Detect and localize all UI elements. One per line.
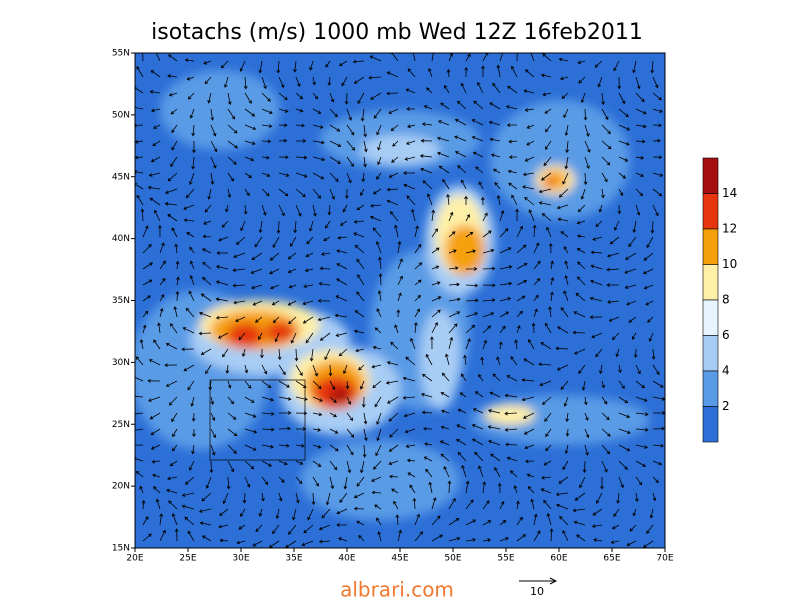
lon-label: 40E: [338, 554, 355, 564]
lat-label: 55N: [112, 49, 130, 59]
colorbar-segment: [702, 335, 719, 372]
lat-label: 35N: [112, 296, 130, 306]
wind-vectors: [135, 53, 665, 548]
reference-vector-label: 10: [530, 585, 544, 598]
lon-label: 55E: [497, 554, 514, 564]
colorbar-segment: [702, 193, 719, 230]
colorbar-label: 6: [722, 328, 730, 342]
lon-label: 25E: [179, 554, 196, 564]
colorbar-segment: [702, 370, 719, 407]
colorbar-label: 8: [722, 293, 730, 307]
lon-label: 50E: [444, 554, 461, 564]
lat-label: 30N: [112, 358, 130, 368]
colorbar-segment: [702, 157, 719, 194]
lat-label: 20N: [112, 482, 130, 492]
colorbar-label: 2: [722, 399, 730, 413]
lat-label: 15N: [112, 544, 130, 554]
colorbar-label: 10: [722, 257, 737, 271]
lon-label: 65E: [603, 554, 620, 564]
lat-label: 40N: [112, 234, 130, 244]
colorbar-segment: [702, 406, 719, 443]
colorbar-label: 4: [722, 364, 730, 378]
lat-label: 50N: [112, 110, 130, 120]
map-title: isotachs (m/s) 1000 mb Wed 12Z 16feb2011: [151, 20, 643, 45]
colorbar-segment: [702, 264, 719, 301]
colorbar-segment: [702, 228, 719, 265]
lat-label: 45N: [112, 172, 130, 182]
lon-label: 45E: [391, 554, 408, 564]
colorbar: 14 12 10 8 6 4 2: [702, 157, 737, 443]
lon-label: 20E: [126, 554, 143, 564]
lon-label: 30E: [232, 554, 249, 564]
colorbar-label: 14: [722, 186, 737, 200]
border-outline: [209, 379, 306, 461]
lon-label: 35E: [285, 554, 302, 564]
colorbar-label: 12: [722, 222, 737, 236]
lon-label: 60E: [550, 554, 567, 564]
isotach-field: [135, 53, 665, 548]
colorbar-segment: [702, 299, 719, 336]
watermark: albrari.com: [340, 578, 454, 601]
lon-label: 70E: [656, 554, 673, 564]
lat-label: 25N: [112, 420, 130, 430]
reference-vector-head: [549, 577, 558, 585]
